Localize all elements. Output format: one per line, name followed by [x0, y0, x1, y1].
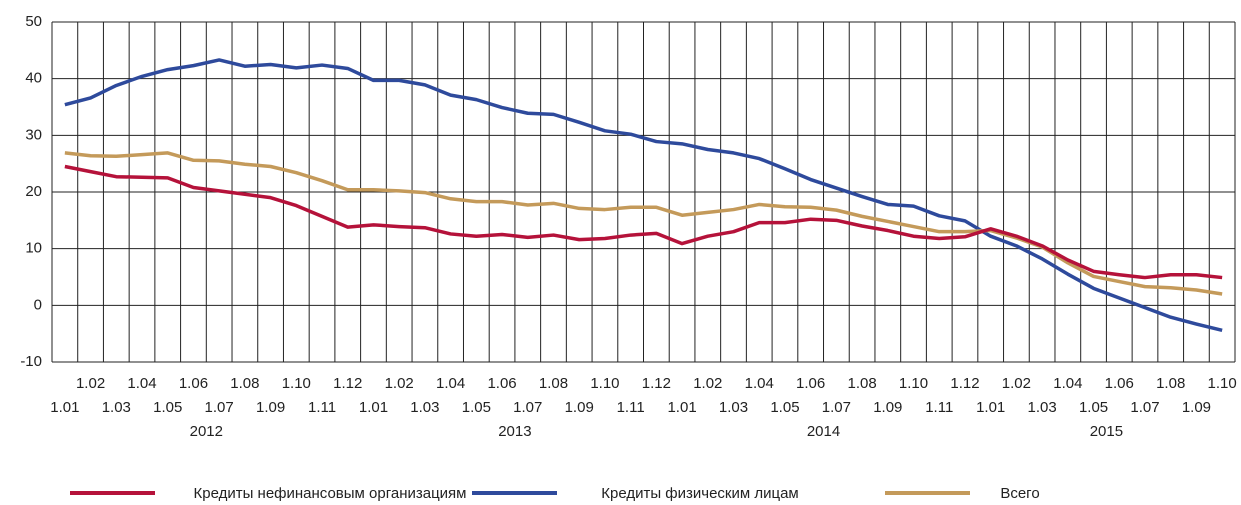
x-tick-label: 1.03 — [410, 399, 439, 416]
x-tick-label: 1.09 — [565, 399, 594, 416]
x-tick-label: 1.05 — [770, 399, 799, 416]
x-tick-label: 1.06 — [179, 375, 208, 392]
x-tick-label: 1.09 — [873, 399, 902, 416]
y-tick-label: 20 — [25, 183, 42, 200]
x-tick-label: 1.07 — [513, 399, 542, 416]
x-tick-label: 1.03 — [719, 399, 748, 416]
x-tick-label: 1.07 — [205, 399, 234, 416]
x-tick-label: 1.05 — [153, 399, 182, 416]
x-tick-label: 1.06 — [796, 375, 825, 392]
x-tick-label: 1.01 — [667, 399, 696, 416]
x-tick-label: 1.04 — [127, 375, 156, 392]
legend-label: Всего — [1000, 485, 1039, 502]
x-tick-label: 1.06 — [1105, 375, 1134, 392]
year-label: 2012 — [190, 423, 223, 440]
x-tick-label: 1.04 — [1053, 375, 1082, 392]
legend-label: Кредиты нефинансовым организациям — [194, 485, 467, 502]
x-tick-label: 1.12 — [950, 375, 979, 392]
x-tick-label: 1.10 — [282, 375, 311, 392]
x-tick-label: 1.01 — [359, 399, 388, 416]
x-tick-label: 1.06 — [487, 375, 516, 392]
legend-label: Кредиты физическим лицам — [601, 485, 798, 502]
x-tick-label: 1.04 — [436, 375, 465, 392]
x-tick-label: 1.08 — [230, 375, 259, 392]
x-tick-label: 1.03 — [102, 399, 131, 416]
x-tick-label: 1.10 — [590, 375, 619, 392]
series-line — [64, 164, 1223, 280]
year-label: 2015 — [1090, 423, 1123, 440]
y-tick-label: 40 — [25, 70, 42, 87]
x-tick-label: 1.11 — [308, 399, 336, 416]
x-tick-label: 1.04 — [745, 375, 774, 392]
x-tick-label: 1.02 — [385, 375, 414, 392]
y-tick-label: 10 — [25, 240, 42, 257]
year-label: 2014 — [807, 423, 840, 440]
x-tick-label: 1.12 — [333, 375, 362, 392]
x-tick-label: 1.11 — [617, 399, 645, 416]
x-tick-label: 1.05 — [1079, 399, 1108, 416]
x-tick-label: 1.05 — [462, 399, 491, 416]
x-tick-label: 1.09 — [256, 399, 285, 416]
x-tick-label: 1.10 — [899, 375, 928, 392]
x-tick-label: 1.08 — [1156, 375, 1185, 392]
x-tick-label: 1.01 — [976, 399, 1005, 416]
year-label: 2013 — [498, 423, 531, 440]
y-tick-label: 30 — [25, 126, 42, 143]
x-tick-label: 1.12 — [642, 375, 671, 392]
x-tick-label: 1.02 — [76, 375, 105, 392]
x-tick-label: 1.03 — [1028, 399, 1057, 416]
y-tick-label: -10 — [20, 353, 42, 370]
x-tick-label: 1.10 — [1208, 375, 1237, 392]
x-tick-label: 1.07 — [1130, 399, 1159, 416]
x-tick-label: 1.07 — [822, 399, 851, 416]
x-tick-label: 1.01 — [50, 399, 79, 416]
series-line — [64, 58, 1223, 332]
y-tick-label: 0 — [34, 296, 42, 313]
x-tick-label: 1.08 — [539, 375, 568, 392]
x-tick-label: 1.08 — [847, 375, 876, 392]
x-tick-label: 1.02 — [1002, 375, 1031, 392]
x-tick-label: 1.11 — [925, 399, 953, 416]
x-tick-label: 1.02 — [693, 375, 722, 392]
x-tick-label: 1.09 — [1182, 399, 1211, 416]
y-tick-label: 50 — [25, 13, 42, 30]
